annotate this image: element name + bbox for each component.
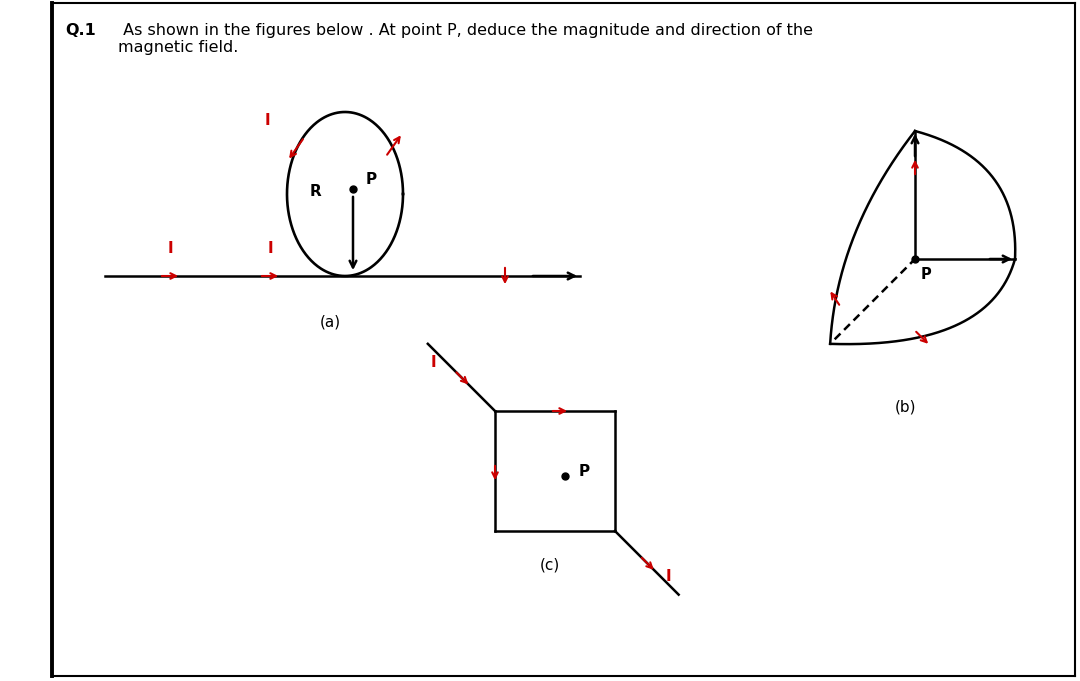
Text: (a): (a) — [320, 314, 340, 329]
Text: As shown in the figures below . At point P, deduce the magnitude and direction o: As shown in the figures below . At point… — [118, 23, 813, 55]
Text: I: I — [167, 240, 173, 255]
Text: I: I — [666, 569, 672, 584]
Text: (b): (b) — [894, 399, 916, 414]
Text: (c): (c) — [540, 557, 561, 572]
Text: I: I — [265, 113, 270, 128]
Text: I: I — [267, 240, 273, 255]
Text: P: P — [579, 464, 590, 479]
Text: Q.1: Q.1 — [65, 23, 96, 38]
Text: R: R — [310, 184, 322, 199]
Text: P: P — [366, 172, 377, 187]
Text: I: I — [431, 355, 436, 370]
Text: P: P — [921, 267, 932, 282]
